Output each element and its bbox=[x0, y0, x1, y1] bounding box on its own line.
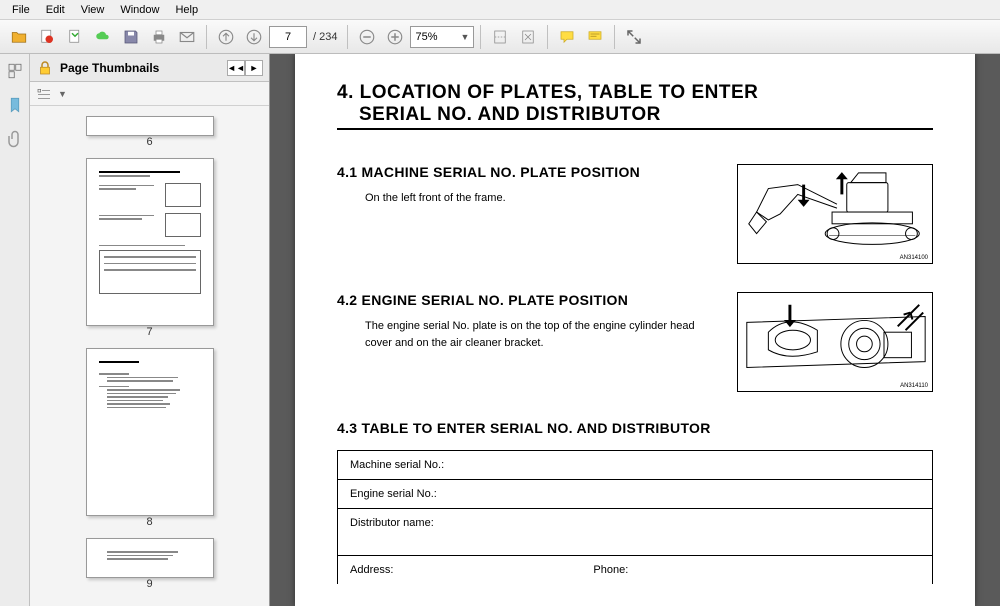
sec42-body: The engine serial No. plate is on the to… bbox=[337, 318, 707, 351]
sidepanel: Page Thumbnails ◄◄ ► ▼ 6 bbox=[30, 54, 270, 606]
menu-file[interactable]: File bbox=[4, 2, 38, 18]
toolbar: / 234 75%▼ bbox=[0, 20, 1000, 54]
zoom-out-icon[interactable] bbox=[354, 24, 380, 50]
thumbnail-6[interactable]: 6 bbox=[30, 116, 269, 152]
separator bbox=[206, 25, 207, 49]
pdf-export-icon[interactable] bbox=[34, 24, 60, 50]
thumbnail-7[interactable]: 7 bbox=[30, 158, 269, 342]
page-down-icon[interactable] bbox=[241, 24, 267, 50]
menu-view[interactable]: View bbox=[73, 2, 113, 18]
thumbnail-8[interactable]: 8 bbox=[30, 348, 269, 532]
figure-41: AN314100 bbox=[737, 164, 933, 264]
workspace: Page Thumbnails ◄◄ ► ▼ 6 bbox=[0, 54, 1000, 606]
thumbnail-9[interactable]: 9 bbox=[30, 538, 269, 594]
section-4-1: 4.1 MACHINE SERIAL NO. PLATE POSITION On… bbox=[337, 164, 933, 264]
separator bbox=[480, 25, 481, 49]
fig42-id: AN314110 bbox=[900, 383, 928, 389]
sec42-heading: 4.2 ENGINE SERIAL NO. PLATE POSITION bbox=[337, 292, 719, 308]
options-icon[interactable] bbox=[36, 86, 52, 102]
section-4-3: 4.3 TABLE TO ENTER SERIAL NO. AND DISTRI… bbox=[337, 420, 933, 584]
separator bbox=[347, 25, 348, 49]
menu-edit[interactable]: Edit bbox=[38, 2, 73, 18]
page-7: 4. LOCATION OF PLATES, TABLE TO ENTER SE… bbox=[295, 54, 975, 606]
form-row-machine: Machine serial No.: bbox=[338, 451, 932, 480]
thumb-prev-button[interactable]: ◄◄ bbox=[227, 60, 245, 76]
sidepanel-header: Page Thumbnails ◄◄ ► bbox=[30, 54, 269, 82]
sec41-heading: 4.1 MACHINE SERIAL NO. PLATE POSITION bbox=[337, 164, 719, 180]
attachments-tab-icon[interactable] bbox=[4, 128, 26, 150]
print-icon[interactable] bbox=[146, 24, 172, 50]
sec43-heading: 4.3 TABLE TO ENTER SERIAL NO. AND DISTRI… bbox=[337, 420, 933, 436]
bookmark-tab-icon[interactable] bbox=[4, 94, 26, 116]
serial-form-table: Machine serial No.: Engine serial No.: D… bbox=[337, 450, 933, 584]
options-chevron-icon[interactable]: ▼ bbox=[58, 89, 67, 99]
sidepanel-title: Page Thumbnails bbox=[60, 61, 221, 75]
nav-strip bbox=[0, 54, 30, 606]
sec41-body: On the left front of the frame. bbox=[337, 190, 707, 207]
thumbnails-list[interactable]: 6 7 bbox=[30, 106, 269, 606]
document-view[interactable]: 4. LOCATION OF PLATES, TABLE TO ENTER SE… bbox=[270, 54, 1000, 606]
email-icon[interactable] bbox=[174, 24, 200, 50]
form-row-address-phone: Address:Phone: bbox=[338, 556, 932, 584]
lock-icon bbox=[36, 59, 54, 77]
figure-42: AN314110 bbox=[737, 292, 933, 392]
form-row-distributor: Distributor name: bbox=[338, 509, 932, 556]
cloud-icon[interactable] bbox=[90, 24, 116, 50]
page-title: 4. LOCATION OF PLATES, TABLE TO ENTER SE… bbox=[337, 82, 933, 130]
create-icon[interactable] bbox=[62, 24, 88, 50]
menu-help[interactable]: Help bbox=[167, 2, 206, 18]
chevron-down-icon: ▼ bbox=[461, 32, 470, 42]
separator bbox=[614, 25, 615, 49]
form-row-engine: Engine serial No.: bbox=[338, 480, 932, 509]
menu-window[interactable]: Window bbox=[112, 2, 167, 18]
thumbnails-tab-icon[interactable] bbox=[4, 60, 26, 82]
page-total: / 234 bbox=[309, 31, 341, 43]
zoom-select[interactable]: 75%▼ bbox=[410, 26, 474, 48]
menubar: File Edit View Window Help bbox=[0, 0, 1000, 20]
open-icon[interactable] bbox=[6, 24, 32, 50]
zoom-in-icon[interactable] bbox=[382, 24, 408, 50]
fullscreen-icon[interactable] bbox=[621, 24, 647, 50]
fit-width-icon[interactable] bbox=[487, 24, 513, 50]
page-up-icon[interactable] bbox=[213, 24, 239, 50]
save-icon[interactable] bbox=[118, 24, 144, 50]
fit-page-icon[interactable] bbox=[515, 24, 541, 50]
section-4-2: 4.2 ENGINE SERIAL NO. PLATE POSITION The… bbox=[337, 292, 933, 392]
separator bbox=[547, 25, 548, 49]
fig41-id: AN314100 bbox=[900, 255, 928, 261]
sidepanel-tools: ▼ bbox=[30, 82, 269, 106]
comment-icon[interactable] bbox=[554, 24, 580, 50]
page-number-input[interactable] bbox=[269, 26, 307, 48]
thumb-next-button[interactable]: ► bbox=[245, 60, 263, 76]
highlight-icon[interactable] bbox=[582, 24, 608, 50]
